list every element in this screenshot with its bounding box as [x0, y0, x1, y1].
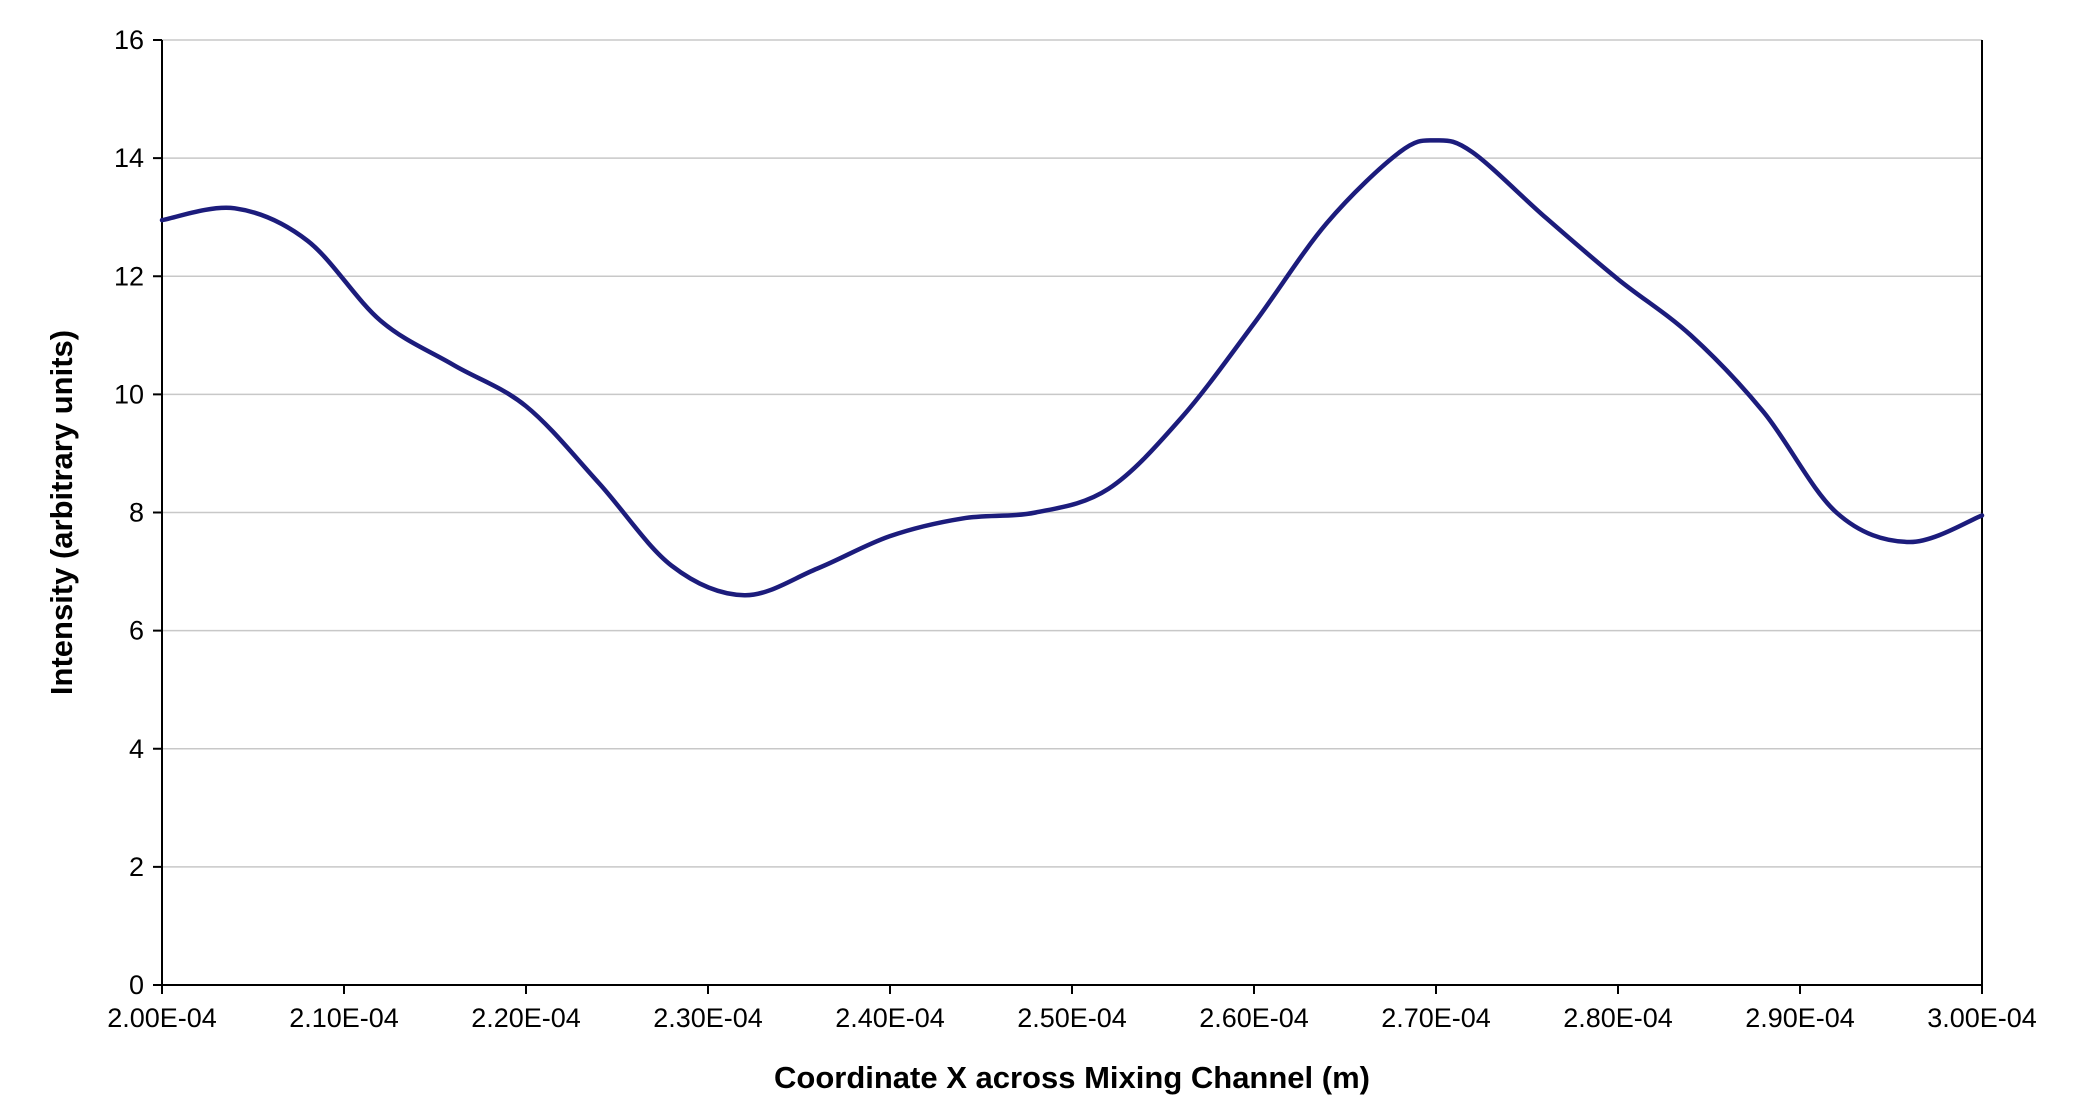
y-tick-label: 4	[129, 734, 144, 764]
axes	[153, 39, 1983, 994]
x-tick-label: 2.60E-04	[1199, 1003, 1309, 1033]
x-tick-label: 2.40E-04	[835, 1003, 945, 1033]
y-tick-label: 2	[129, 852, 144, 882]
y-tick-label: 8	[129, 498, 144, 528]
data-series	[159, 138, 1985, 598]
x-tick-label: 2.90E-04	[1745, 1003, 1855, 1033]
x-tick-label: 3.00E-04	[1927, 1003, 2037, 1033]
gridlines	[162, 39, 1982, 868]
x-tick-label: 2.50E-04	[1017, 1003, 1127, 1033]
x-tick-label: 2.80E-04	[1563, 1003, 1673, 1033]
x-tick-label: 2.70E-04	[1381, 1003, 1491, 1033]
x-tick-label: 2.30E-04	[653, 1003, 763, 1033]
y-tick-label: 14	[114, 143, 144, 173]
y-tick-label: 0	[129, 970, 144, 1000]
y-tick-label: 12	[114, 261, 144, 291]
x-tick-label: 2.00E-04	[107, 1003, 217, 1033]
series-line-0	[159, 138, 1985, 598]
y-tick-label: 10	[114, 379, 144, 409]
tick-labels: 0 2 4 6 8 10 12 14 16 2.00E-04 2.10E-04 2.20E-04 2.3…	[107, 25, 2037, 1033]
y-axis-title: Intensity (arbitrary units)	[44, 330, 79, 695]
x-tick-label: 2.10E-04	[289, 1003, 399, 1033]
y-tick-label: 6	[129, 616, 144, 646]
x-axis-title: Coordinate X across Mixing Channel (m)	[774, 1060, 1370, 1095]
x-tick-label: 2.20E-04	[471, 1003, 581, 1033]
y-tick-label: 16	[114, 25, 144, 55]
